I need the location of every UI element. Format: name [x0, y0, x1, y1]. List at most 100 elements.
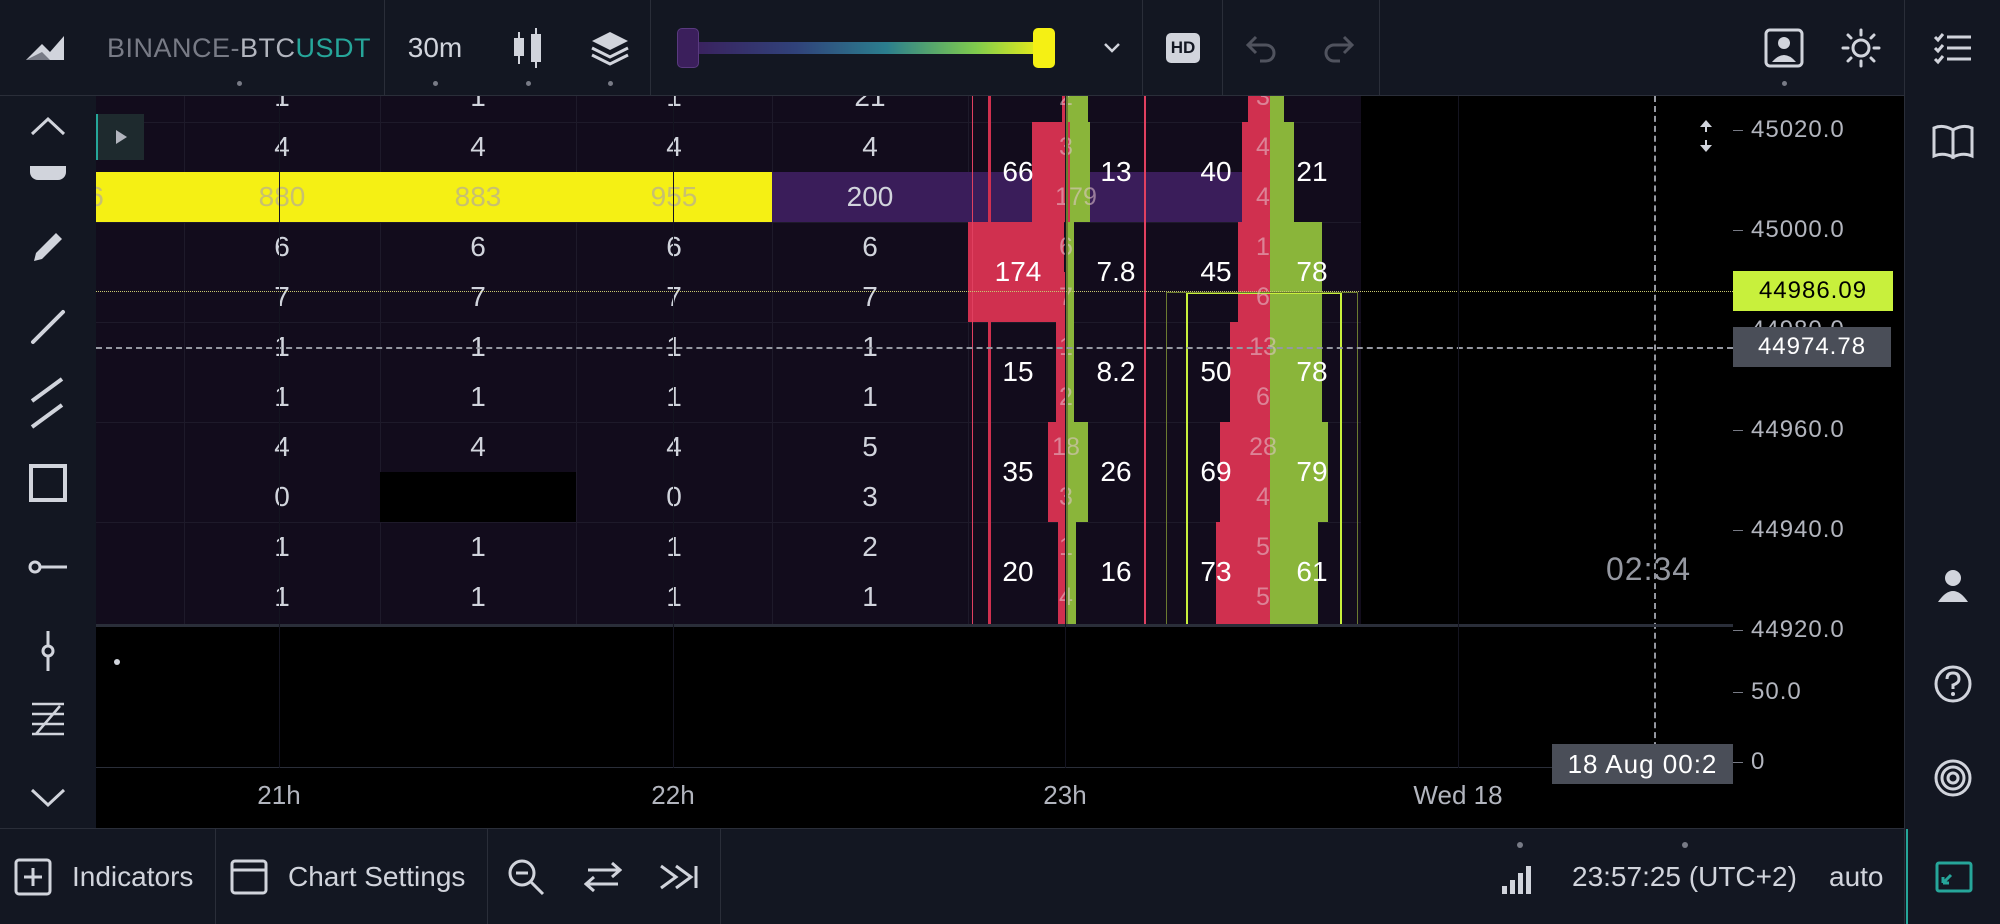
- delta-value: 28: [1249, 433, 1277, 461]
- signals-button[interactable]: [1905, 738, 2000, 818]
- interval-selector[interactable]: 30m: [390, 0, 480, 96]
- ask-volume-value: 13: [1100, 156, 1132, 187]
- account-button[interactable]: [1744, 0, 1824, 96]
- grid-line: [184, 96, 185, 624]
- help-button[interactable]: [1905, 644, 2000, 724]
- chart-type-button[interactable]: [488, 0, 568, 96]
- chart-settings-button[interactable]: Chart Settings: [230, 829, 465, 924]
- rectangle-tool-button[interactable]: [0, 446, 96, 520]
- heatmap-cell: 1: [470, 96, 486, 112]
- scroll-down-button[interactable]: [0, 768, 96, 828]
- slider-handle-high[interactable]: [1033, 28, 1055, 68]
- ask-volume-value: 78: [1296, 256, 1328, 287]
- profile-button[interactable]: [1905, 546, 2000, 626]
- redo-icon: [1324, 35, 1355, 63]
- bid-volume-bar: [1242, 122, 1270, 222]
- horizontal-ray-button[interactable]: [0, 530, 96, 604]
- brush-tool-button[interactable]: [0, 210, 96, 284]
- parallel-channel-button[interactable]: [0, 366, 96, 440]
- target-icon: [1934, 759, 1972, 797]
- heatmap-cell: 4: [274, 431, 290, 462]
- bid-volume-bar: [1048, 422, 1070, 522]
- indicators-button[interactable]: Indicators: [14, 829, 193, 924]
- watchlist-button[interactable]: [1905, 8, 2000, 88]
- pencil-icon: [34, 233, 62, 261]
- bid-volume-value: 35: [1002, 456, 1034, 487]
- heatmap-cell: 1: [470, 381, 486, 412]
- heatmap-cell: 1: [470, 531, 486, 562]
- color-range-slider[interactable]: [688, 42, 1048, 54]
- heatmap-pane[interactable]: 6148806711401114883671141114955671140112…: [96, 96, 1361, 624]
- divider: [1906, 829, 1908, 924]
- heatmap-cell: 1: [576, 522, 772, 572]
- delta-value: 179: [1055, 183, 1097, 211]
- clock-text: 23:57:25 (UTC+2): [1572, 861, 1797, 892]
- heatmap-cell: 1: [576, 372, 772, 422]
- bid-volume-bar: [1216, 522, 1270, 624]
- fullscreen-button[interactable]: [1908, 829, 2000, 924]
- heatmap-cell: 4: [470, 131, 486, 162]
- undo-button[interactable]: [1223, 0, 1299, 96]
- ask-volume-bar: [1270, 96, 1284, 122]
- ask-volume-bar: [1070, 422, 1088, 522]
- vertical-line-icon: [41, 631, 55, 671]
- heatmap-cell: 7: [862, 281, 878, 312]
- grid-line: [96, 122, 1361, 123]
- heatmap-cell: [380, 472, 576, 522]
- dropdown-dot: [608, 81, 613, 86]
- indicator-tick: 0: [1732, 748, 1766, 775]
- trend-line-button[interactable]: [0, 290, 96, 364]
- slider-handle-low[interactable]: [677, 28, 699, 68]
- ask-volume-value: 26: [1100, 456, 1132, 487]
- signal-bars-icon: [1502, 866, 1531, 894]
- book-icon: [1932, 124, 1974, 160]
- time-axis[interactable]: 21h 22h 23h Wed 18 18 Aug 00:2: [96, 96, 1733, 828]
- price-axis[interactable]: 45020.045000.044980.044960.044940.044920…: [1732, 96, 1904, 828]
- heatmap-highlight-band: [772, 172, 1262, 222]
- auto-scale-arrows[interactable]: [1698, 118, 1714, 154]
- footprint-border: [1144, 96, 1146, 624]
- logo-icon[interactable]: [0, 0, 96, 96]
- zoom-out-button[interactable]: [506, 829, 546, 924]
- interval-label: 30m: [407, 32, 463, 63]
- heatmap-cell: 1: [274, 96, 290, 112]
- ask-volume-value: 7.8: [1096, 256, 1136, 287]
- symbol-selector[interactable]: BINANCE-BTCUSDT: [104, 0, 374, 96]
- value-area-box: [1186, 292, 1342, 624]
- ask-volume-value: 21: [1296, 156, 1328, 187]
- guide-button[interactable]: [1905, 102, 2000, 182]
- heatmap-cell: 4: [862, 131, 878, 162]
- dropdown-dot: [1782, 81, 1787, 86]
- slider-menu-button[interactable]: [1082, 0, 1142, 96]
- right-toolbar: [1904, 0, 2000, 924]
- layers-button[interactable]: [570, 0, 650, 96]
- indicator-tick: 50.0: [1733, 678, 1802, 705]
- heatmap-cell: 955: [650, 181, 698, 212]
- crosshair-horizontal: [96, 347, 1733, 349]
- scroll-to-realtime-button[interactable]: [658, 829, 700, 924]
- heatmap-cell: 0: [576, 472, 772, 522]
- pane-separator[interactable]: [96, 624, 1904, 627]
- connection-status[interactable]: [1500, 829, 1538, 924]
- theme-toggle[interactable]: [1824, 0, 1898, 96]
- divider: [384, 0, 385, 96]
- heatmap-cell: 6: [576, 222, 772, 272]
- bid-volume-bar: [1248, 96, 1270, 122]
- play-button[interactable]: [96, 114, 144, 160]
- chart-area[interactable]: 6148806711401114883671141114955671140112…: [96, 96, 1904, 828]
- heatmap-cell: 2: [862, 531, 878, 562]
- candle-wick: [1066, 96, 1068, 624]
- reset-scale-button[interactable]: [584, 829, 622, 924]
- scale-mode-button[interactable]: auto: [1829, 829, 1884, 924]
- ask-volume-value: 79: [1296, 456, 1328, 487]
- vertical-line-button[interactable]: [0, 614, 96, 688]
- status-dot: [1517, 842, 1523, 848]
- fib-tool-button[interactable]: [0, 688, 96, 748]
- pane-bottom-border: [96, 767, 1733, 768]
- heatmap-cell: 21: [854, 96, 886, 112]
- clock-display[interactable]: 23:57:25 (UTC+2): [1572, 829, 1797, 924]
- redo-button[interactable]: [1299, 0, 1379, 96]
- layers-icon: [591, 32, 629, 66]
- scroll-up-button[interactable]: [0, 96, 96, 156]
- hd-toggle[interactable]: HD: [1143, 0, 1223, 96]
